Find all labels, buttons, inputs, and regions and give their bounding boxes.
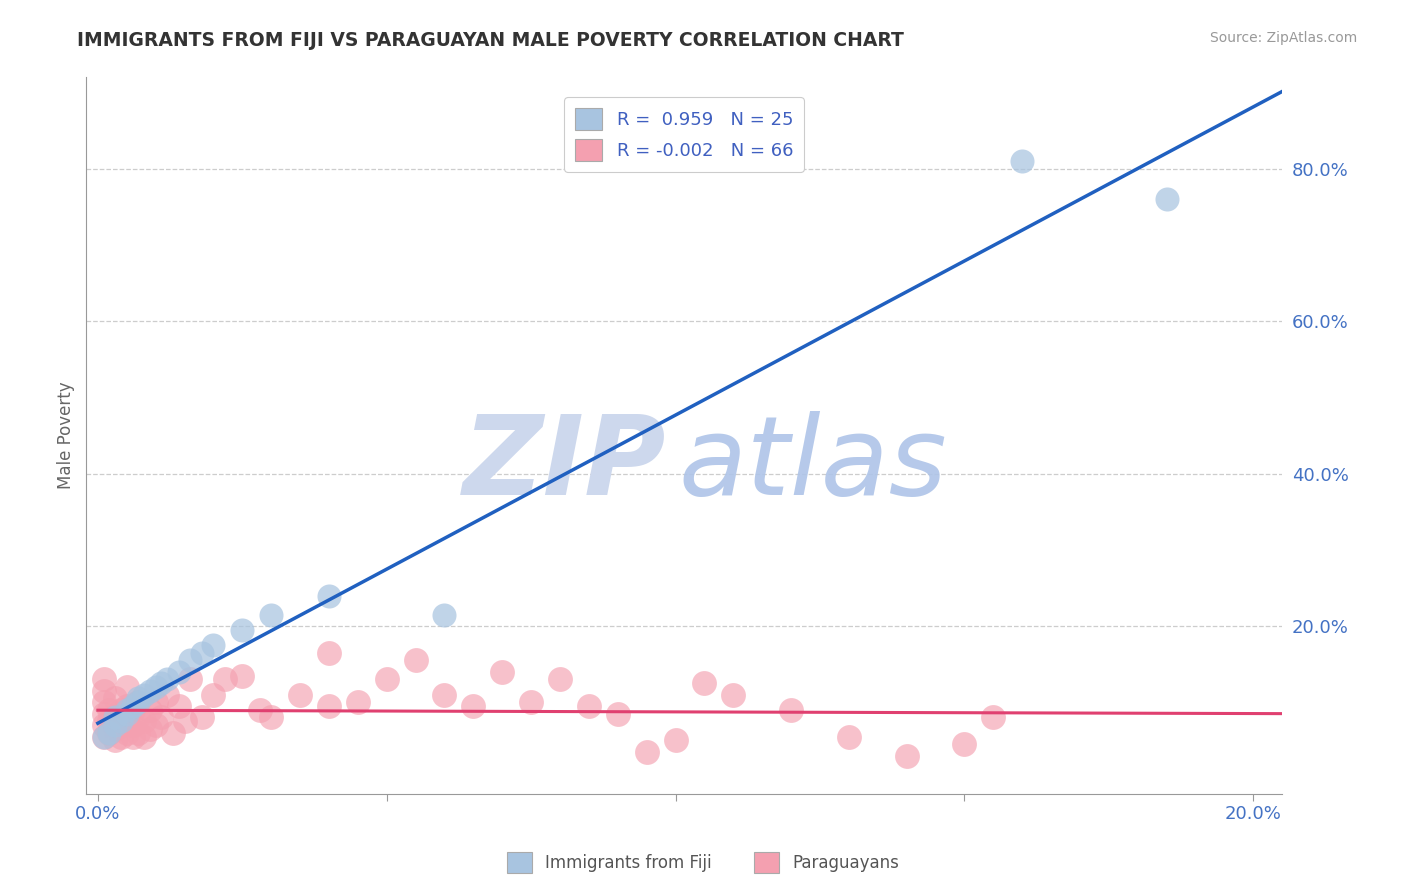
Point (98, 714, 121, 729)
Point (110, 718, 132, 732)
Point (156, 688, 179, 702)
Point (139, 722, 162, 736)
Point (636, 745, 658, 759)
Point (723, 688, 745, 702)
Point (93, 730, 115, 744)
Point (127, 710, 149, 724)
Point (162, 725, 184, 739)
Point (202, 688, 225, 702)
Point (780, 703, 803, 717)
Point (896, 748, 918, 763)
Point (318, 699, 340, 714)
Point (127, 695, 149, 709)
Point (127, 695, 149, 709)
Point (173, 714, 195, 729)
Point (104, 718, 127, 732)
Point (150, 710, 173, 724)
Point (838, 730, 860, 744)
Point (375, 673, 398, 687)
Point (433, 607, 456, 622)
Point (121, 718, 143, 732)
Point (121, 703, 143, 717)
Point (191, 646, 214, 660)
Point (463, 699, 485, 714)
Point (1156, 192, 1178, 206)
Point (231, 668, 253, 682)
Point (132, 714, 155, 729)
Point (145, 718, 167, 732)
Point (214, 673, 236, 687)
Point (98, 703, 121, 717)
Point (953, 737, 976, 751)
Point (167, 699, 190, 714)
Point (93, 730, 115, 744)
Point (104, 710, 127, 724)
Point (150, 676, 173, 690)
Point (115, 714, 138, 729)
Point (93, 718, 115, 732)
Point (156, 673, 179, 687)
Point (104, 733, 127, 747)
Point (405, 653, 427, 667)
Point (288, 688, 311, 702)
Point (260, 710, 283, 724)
Point (231, 623, 253, 637)
Point (104, 710, 127, 724)
Point (110, 714, 132, 729)
Point (93, 706, 115, 721)
Point (191, 710, 214, 724)
Point (93, 695, 115, 709)
Point (132, 730, 155, 744)
Point (318, 589, 340, 603)
Point (115, 703, 138, 717)
Point (115, 680, 138, 694)
Point (249, 703, 271, 717)
Point (318, 646, 340, 660)
Point (433, 688, 456, 702)
Point (127, 725, 149, 739)
Point (93, 673, 115, 687)
Point (139, 703, 162, 717)
Point (110, 730, 132, 744)
Point (145, 695, 167, 709)
Point (548, 673, 571, 687)
Point (115, 706, 138, 721)
Point (132, 688, 155, 702)
Y-axis label: Male Poverty: Male Poverty (58, 382, 75, 490)
Point (121, 699, 143, 714)
Point (520, 695, 543, 709)
Point (167, 665, 190, 679)
Point (983, 710, 1005, 724)
Text: Source: ZipAtlas.com: Source: ZipAtlas.com (1209, 31, 1357, 45)
Point (606, 706, 628, 721)
Legend: Immigrants from Fiji, Paraguayans: Immigrants from Fiji, Paraguayans (501, 846, 905, 880)
Point (1011, 154, 1033, 169)
Point (121, 730, 143, 744)
Point (179, 673, 201, 687)
Point (665, 733, 688, 747)
Point (104, 691, 127, 706)
Text: IMMIGRANTS FROM FIJI VS PARAGUAYAN MALE POVERTY CORRELATION CHART: IMMIGRANTS FROM FIJI VS PARAGUAYAN MALE … (77, 31, 904, 50)
Point (104, 722, 127, 736)
Legend: R =  0.959   N = 25, R = -0.002   N = 66: R = 0.959 N = 25, R = -0.002 N = 66 (564, 97, 804, 172)
Point (179, 653, 201, 667)
Point (115, 699, 138, 714)
Point (202, 638, 225, 652)
Point (347, 695, 370, 709)
Text: ZIP: ZIP (463, 410, 666, 517)
Text: atlas: atlas (678, 410, 946, 517)
Point (98, 725, 121, 739)
Point (139, 683, 162, 698)
Point (110, 703, 132, 717)
Point (491, 665, 513, 679)
Point (127, 691, 149, 706)
Point (98, 725, 121, 739)
Point (115, 725, 138, 739)
Point (93, 683, 115, 698)
Point (693, 676, 716, 690)
Point (260, 607, 283, 622)
Point (578, 699, 600, 714)
Point (145, 680, 167, 694)
